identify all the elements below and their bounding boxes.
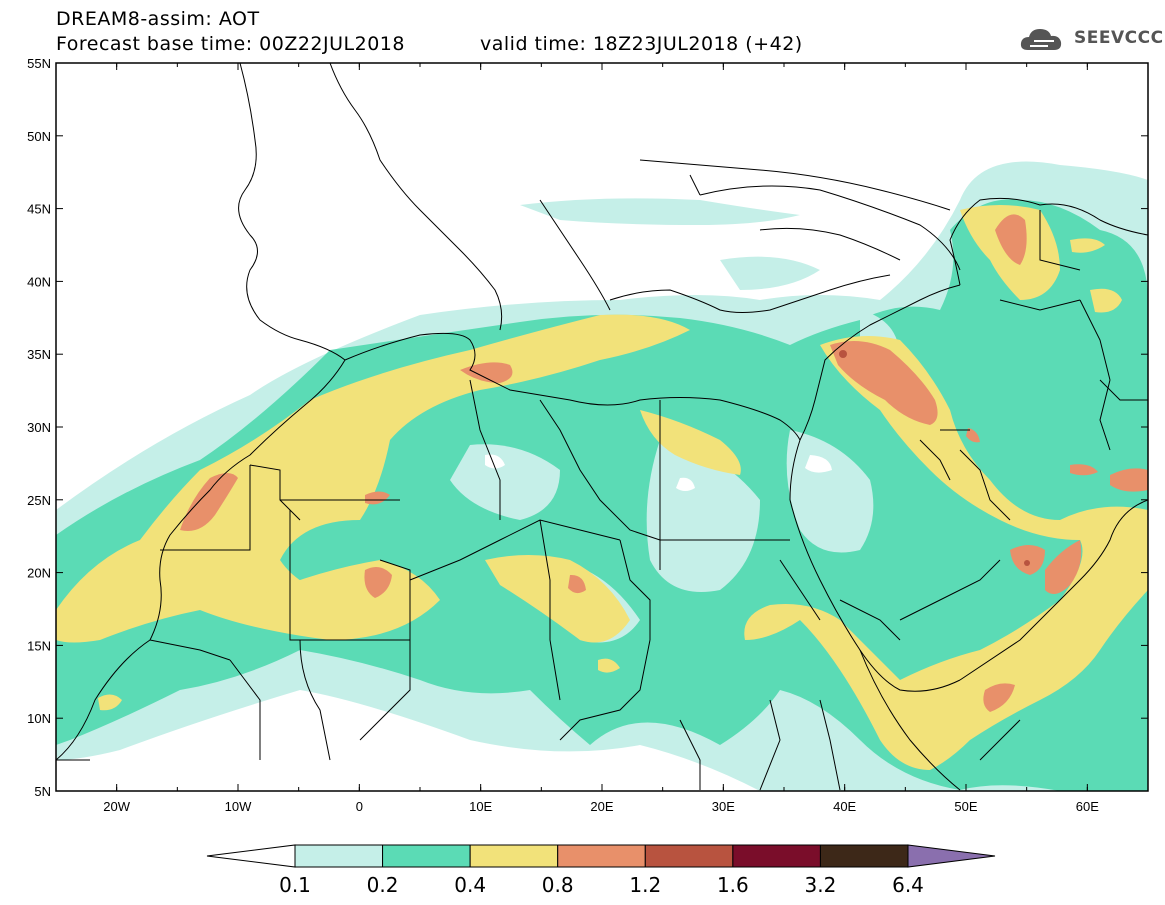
lon-label: 20E	[590, 799, 613, 814]
latitude-labels: 55N 50N 45N 40N 35N 30N 25N 20N 15N 10N 5N	[27, 56, 51, 799]
colorbar-labels: 0.1 0.2 0.4 0.8 1.2 1.6 3.2 6.4	[279, 873, 924, 897]
colorbar-label: 0.2	[367, 873, 399, 897]
colorbar-label: 1.2	[629, 873, 661, 897]
axis-ticks	[55, 62, 1149, 792]
colorbar-cell	[382, 844, 471, 868]
lat-label: 35N	[27, 347, 51, 362]
map-title: DREAM8-assim: AOT	[56, 8, 260, 30]
aot-band-1.2	[839, 350, 1030, 566]
aot-band-0.8	[180, 214, 1148, 712]
aot-band-0.4	[56, 205, 1148, 770]
lat-label: 5N	[34, 784, 51, 799]
longitude-labels: 20W 10W 0 10E 20E 30E 40E 50E 60E	[103, 799, 1099, 814]
lon-label: 10W	[225, 799, 252, 814]
lat-label: 45N	[27, 202, 51, 217]
lon-label: 50E	[954, 799, 977, 814]
coastlines	[56, 63, 1148, 791]
colorbar-cell	[294, 844, 384, 868]
lat-label: 15N	[27, 638, 51, 653]
lat-label: 10N	[27, 711, 51, 726]
lon-label: 20W	[103, 799, 130, 814]
colorbar-cells	[294, 844, 909, 868]
colorbar-label: 0.4	[454, 873, 486, 897]
colorbar-label: 6.4	[892, 873, 924, 897]
lat-label: 55N	[27, 56, 51, 71]
lon-label: 30E	[712, 799, 735, 814]
cloud-icon	[1020, 29, 1062, 50]
aot-holes	[450, 256, 900, 643]
forecast-base-time: Forecast base time: 00Z22JUL2018	[56, 33, 405, 55]
colorbar-cell	[644, 844, 734, 868]
colorbar-label: 0.8	[542, 873, 574, 897]
colorbar-cell	[819, 844, 909, 868]
lat-label: 25N	[27, 493, 51, 508]
colorbar-cell	[469, 844, 559, 868]
aot-clear-spots	[485, 454, 832, 491]
lat-label: 30N	[27, 420, 51, 435]
aot-field	[56, 63, 1148, 791]
colorbar-label: 1.6	[717, 873, 749, 897]
colorbar-cell	[557, 844, 646, 868]
colorbar-label: 3.2	[805, 873, 837, 897]
lat-label: 50N	[27, 129, 51, 144]
lon-label: 10E	[469, 799, 492, 814]
colorbar-high-arrow	[907, 844, 996, 868]
seevccc-logo: SEEVCCC	[1018, 24, 1163, 56]
lat-label: 40N	[27, 274, 51, 289]
colorbar-label: 0.1	[279, 873, 311, 897]
lat-label: 20N	[27, 566, 51, 581]
lon-label: 0	[356, 799, 363, 814]
logo-text: SEEVCCC	[1074, 28, 1164, 48]
lon-label: 60E	[1076, 799, 1099, 814]
colorbar-cell	[732, 844, 821, 868]
colorbar: 0.1 0.2 0.4 0.8 1.2 1.6 3.2 6.4	[206, 844, 996, 897]
colorbar-low-arrow	[206, 844, 296, 868]
lon-label: 40E	[833, 799, 856, 814]
valid-time: valid time: 18Z23JUL2018 (+42)	[480, 33, 803, 55]
